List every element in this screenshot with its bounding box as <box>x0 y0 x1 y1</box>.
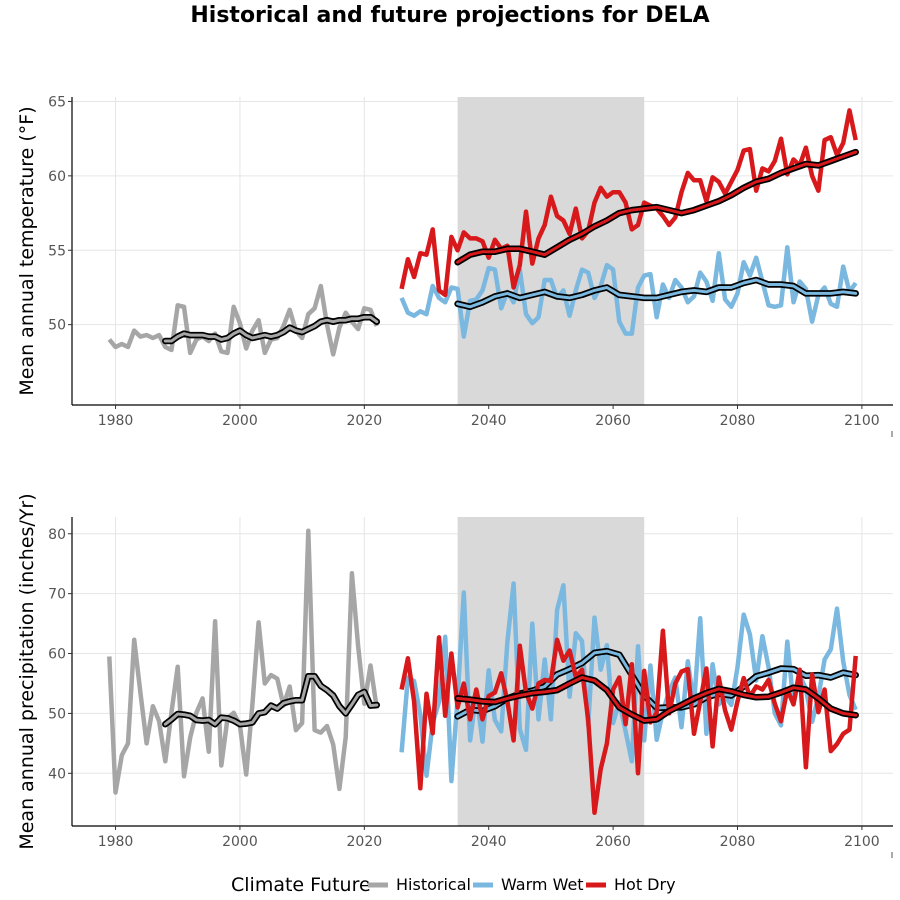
hot-dry-series-line <box>399 628 858 816</box>
x-tick-label: 2080 <box>720 413 756 429</box>
x-tick-label: 2060 <box>595 834 631 850</box>
x-tick-label: 2000 <box>222 834 258 850</box>
legend-title: Climate Future <box>231 874 371 896</box>
hot-dry-series-line <box>399 108 858 298</box>
historical-smooth-line <box>163 315 379 343</box>
x-tick-label: 2000 <box>222 413 258 429</box>
warm-wet-series-line <box>399 245 858 339</box>
x-tick-label: 2040 <box>471 834 507 850</box>
legend-label-hot-dry: Hot Dry <box>614 875 676 894</box>
x-tick-label: 2060 <box>595 413 631 429</box>
warm-wet-smooth-line <box>456 278 858 309</box>
historical-smooth-line <box>163 674 379 726</box>
y-tick-label: 80 <box>48 527 66 543</box>
y-axis-label: Mean annual precipitation (inches/Yr) <box>16 493 38 849</box>
y-tick-label: 70 <box>48 587 66 603</box>
x-tick-label: 2040 <box>471 413 507 429</box>
x-tick-label: 2020 <box>347 834 383 850</box>
x-tick-label: 2100 <box>844 834 880 850</box>
precipitation-panel: 1980 2000 2020 2040 2060 2080 2100 40 50 60 70 80 Me… <box>16 493 893 858</box>
y-axis-label: Mean annual temperature (°F) <box>16 106 38 395</box>
y-tick-label: 60 <box>48 169 66 185</box>
x-tick-label: 1980 <box>98 413 134 429</box>
legend: Climate Future Historical Warm Wet Hot Dry <box>231 874 676 896</box>
y-tick-label: 55 <box>48 243 66 259</box>
y-tick-label: 50 <box>48 318 66 334</box>
legend-label-warm-wet: Warm Wet <box>501 875 584 894</box>
y-tick-label: 60 <box>48 647 66 663</box>
x-tick-label: 2080 <box>720 834 756 850</box>
y-tick-label: 50 <box>48 706 66 722</box>
y-tick-label: 65 <box>48 94 66 110</box>
hot-dry-smooth-line <box>456 676 858 723</box>
x-tick-label: 2020 <box>347 413 383 429</box>
legend-label-historical: Historical <box>396 875 471 894</box>
y-tick-label: 40 <box>48 766 66 782</box>
historical-series-line <box>107 528 380 795</box>
temperature-panel: 1980 2000 2020 2040 2060 2080 2100 50 55 60 65 Mean… <box>16 94 893 437</box>
chart-title: Historical and future projections for DE… <box>190 3 709 28</box>
hot-dry-smooth-line <box>456 150 858 264</box>
x-tick-label: 2100 <box>844 413 880 429</box>
x-tick-label: 1980 <box>98 834 134 850</box>
